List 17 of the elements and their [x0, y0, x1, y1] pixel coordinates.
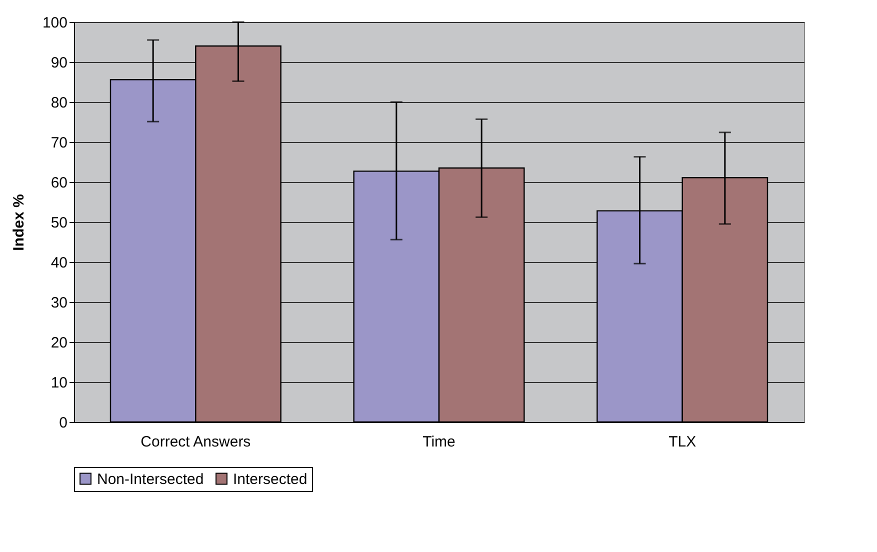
legend-label: Intersected — [233, 470, 308, 488]
y-tick-label: 60 — [50, 174, 68, 192]
y-tick-label: 20 — [50, 334, 68, 352]
y-tick-label: 70 — [50, 134, 68, 152]
y-tick-label: 30 — [50, 294, 68, 312]
x-tick-label: TLX — [668, 434, 696, 450]
y-tick-label: 50 — [50, 214, 68, 232]
y-tick-label: 40 — [50, 254, 68, 272]
y-tick-label: 100 — [42, 14, 68, 32]
y-tick-label: 0 — [59, 414, 68, 432]
x-tick-label: Correct Answers — [140, 434, 251, 450]
x-tick-label: Time — [422, 434, 456, 450]
legend-label: Non-Intersected — [97, 470, 204, 488]
y-tick-label: 90 — [50, 54, 68, 72]
y-axis-title: Index % — [10, 194, 28, 251]
y-tick-label: 80 — [50, 94, 68, 112]
y-tick-label: 10 — [50, 374, 68, 392]
